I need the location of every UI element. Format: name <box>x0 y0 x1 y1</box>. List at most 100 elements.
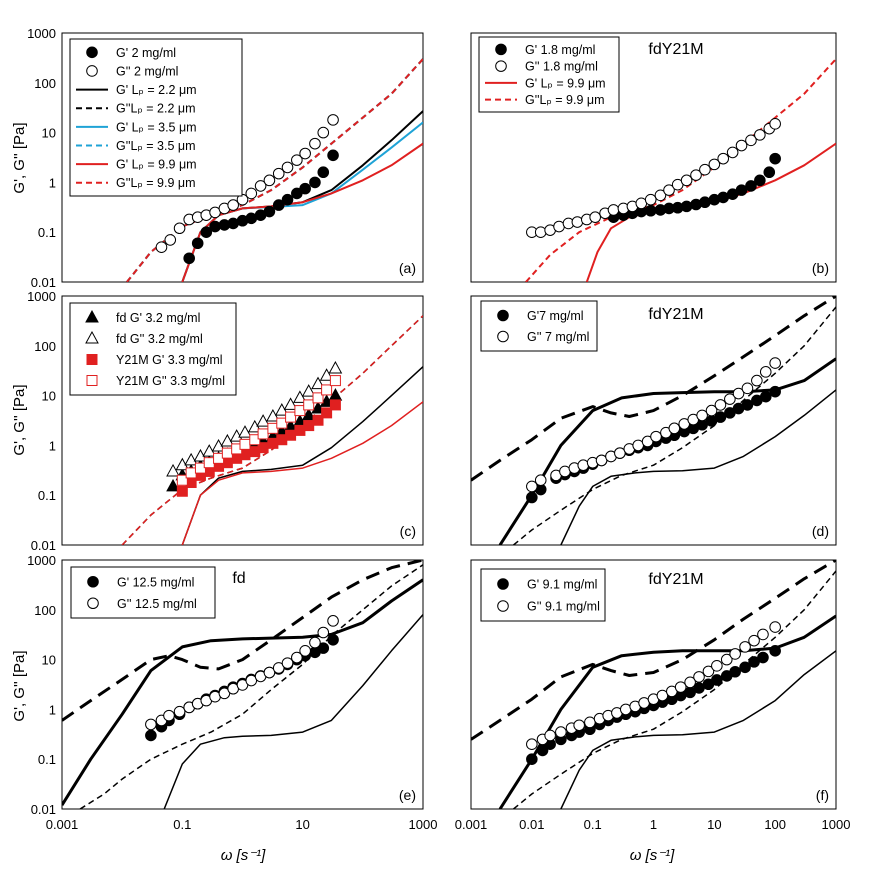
data-point <box>263 205 276 218</box>
data-point <box>285 429 297 441</box>
data-point <box>769 118 781 130</box>
data-point <box>696 409 708 422</box>
data-point <box>327 615 339 627</box>
data-point <box>741 399 754 411</box>
data-point <box>272 662 285 674</box>
data-point <box>309 176 321 189</box>
data-point <box>317 626 330 639</box>
legend-box <box>480 568 606 622</box>
data-point <box>184 452 198 466</box>
series-line <box>513 570 836 809</box>
data-point <box>739 641 751 653</box>
x-tick-label: 10 <box>295 817 309 832</box>
legend-box <box>70 566 216 619</box>
data-point <box>748 634 760 647</box>
legend-label: G' 12.5 mg/ml <box>117 575 194 589</box>
legend-label: G''Lₚ = 9.9 μm <box>116 176 196 190</box>
data-point <box>729 665 741 678</box>
data-point <box>166 463 180 477</box>
data-point <box>176 474 188 486</box>
y-tick-label: 0.1 <box>38 752 56 767</box>
series-line <box>121 315 423 545</box>
legend-label: G' Lₚ = 2.2 μm <box>116 83 197 97</box>
data-point <box>303 420 315 432</box>
legend-d: G'7 mg/ml G'' 7 mg/ml <box>480 300 598 352</box>
legend-b: G' 1.8 mg/ml G'' 1.8 mg/ml G' Lₚ = 9.9 μm G… <box>478 36 620 113</box>
series-line <box>560 650 836 809</box>
panel-title: fdY21M <box>648 41 703 58</box>
y-axis-label-bottom: G', G'' [Pa] <box>11 650 28 721</box>
data-point <box>724 393 736 405</box>
x-tick-label: 0.001 <box>455 817 488 832</box>
legend-marker <box>495 60 507 72</box>
legend-label: G''Lₚ = 3.5 μm <box>116 139 196 153</box>
legend-marker <box>497 330 509 343</box>
data-point <box>614 447 626 459</box>
data-point <box>754 174 766 187</box>
panel-e: 1000 100 10 1 0.1 0.010.001 0.1 10 1000 (e) fd G' 1… <box>27 553 437 832</box>
data-point <box>294 405 306 417</box>
data-point <box>200 226 213 238</box>
panel-title: fdY21M <box>648 571 703 588</box>
data-point <box>769 152 781 165</box>
data-point <box>680 200 693 213</box>
data-point <box>711 674 723 686</box>
legend-marker <box>85 330 99 344</box>
y-tick-label: 1000 <box>27 553 56 568</box>
data-point <box>317 126 330 139</box>
y-axis-label-middle: G', G'' [Pa] <box>11 384 28 455</box>
panel-label: (b) <box>812 260 829 276</box>
y-tick-label: 1 <box>49 175 56 190</box>
data-point <box>164 234 177 246</box>
data-point <box>291 154 303 166</box>
data-point <box>534 226 547 238</box>
legend-label: G'' 7 mg/ml <box>527 330 589 344</box>
series-line <box>62 578 423 806</box>
x-tick-label: 0.1 <box>173 817 191 832</box>
data-point <box>714 411 727 423</box>
data-point <box>176 485 188 497</box>
y-tick-label: 0.01 <box>31 275 56 290</box>
data-point <box>739 661 751 674</box>
data-point <box>526 753 538 766</box>
data-point <box>173 222 186 235</box>
y-tick-label: 100 <box>34 76 56 91</box>
data-point <box>684 676 696 689</box>
data-point <box>281 193 294 206</box>
data-point <box>155 241 168 253</box>
data-point <box>281 657 294 669</box>
data-point <box>245 187 258 200</box>
legend-label: Y21M G'' 3.3 mg/ml <box>116 374 225 388</box>
data-point <box>299 147 311 160</box>
data-point <box>312 392 324 404</box>
data-point <box>327 114 339 126</box>
legend-label: G' 9.1 mg/ml <box>527 578 597 592</box>
data-point <box>329 399 341 411</box>
data-point <box>309 137 321 150</box>
data-point <box>690 169 702 181</box>
data-point <box>221 447 233 459</box>
plot-frame-b <box>470 32 837 283</box>
y-tick-label: 10 <box>42 389 56 404</box>
data-point <box>293 390 307 403</box>
y-tick-label: 10 <box>42 653 56 668</box>
y-tick-label: 0.1 <box>38 225 56 240</box>
legend-box <box>480 300 598 352</box>
plot-area-e <box>62 560 423 809</box>
data-point <box>757 628 769 641</box>
legend-label: fd G' 3.2 mg/ml <box>116 311 200 325</box>
data-point <box>285 411 297 423</box>
data-point <box>699 163 711 176</box>
data-point <box>745 180 757 192</box>
x-tick-label: 0.1 <box>584 817 602 832</box>
legend-box <box>69 302 237 396</box>
data-point <box>281 161 294 174</box>
data-point <box>191 237 204 250</box>
data-point <box>526 480 538 493</box>
data-point <box>319 394 334 407</box>
data-point <box>699 196 711 209</box>
data-point <box>166 478 180 492</box>
data-point <box>769 621 781 633</box>
